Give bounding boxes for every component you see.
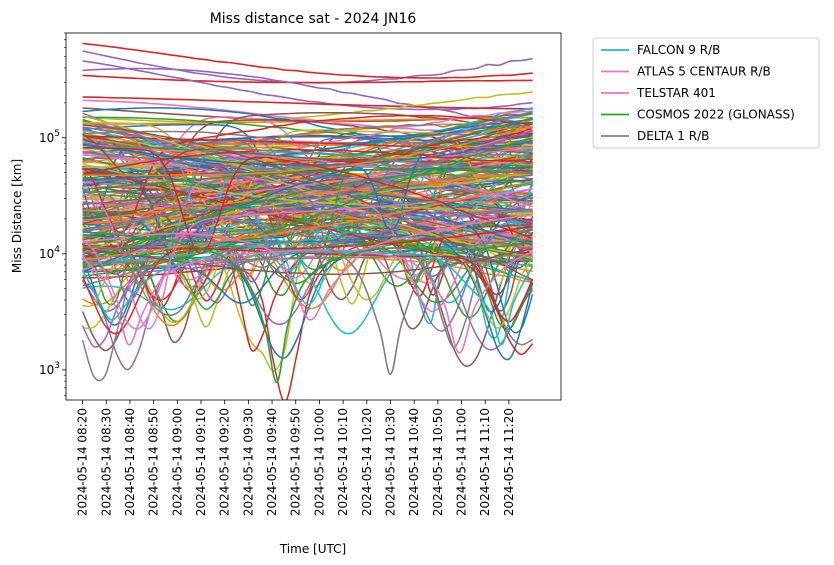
background-line — [82, 140, 533, 166]
background-line — [82, 110, 533, 267]
x-tick-label: 2024-05-14 10:50 — [431, 408, 445, 516]
background-line — [82, 117, 533, 268]
legend-label: ATLAS 5 CENTAUR R/B — [637, 65, 771, 79]
background-line — [82, 123, 533, 197]
background-line — [82, 60, 533, 111]
x-tick-label: 2024-05-14 09:40 — [265, 408, 279, 516]
legend-label: TELSTAR 401 — [636, 86, 716, 100]
x-tick-label: 2024-05-14 09:00 — [170, 408, 184, 516]
x-tick-label: 2024-05-14 10:20 — [360, 408, 374, 516]
background-line — [82, 137, 533, 277]
y-axis-ticks: 103 104 105 — [39, 32, 66, 396]
x-tick-label: 2024-05-14 08:30 — [99, 408, 113, 516]
legend-label: DELTA 1 R/B — [637, 129, 709, 143]
background-line — [82, 148, 533, 176]
background-line — [82, 172, 533, 222]
background-line — [82, 96, 533, 110]
x-tick-label: 2024-05-14 09:20 — [218, 408, 232, 516]
x-tick-label: 2024-05-14 09:30 — [241, 408, 255, 516]
background-line — [81, 117, 533, 266]
background-line — [82, 166, 533, 182]
background-line — [82, 248, 533, 276]
background-line — [82, 125, 533, 177]
background-line — [82, 146, 533, 254]
background-object-lines — [81, 42, 534, 400]
plot-frame — [65, 32, 562, 401]
legend-label: FALCON 9 R/B — [637, 43, 720, 57]
x-tick-label: 2024-05-14 08:20 — [76, 408, 90, 516]
y-tick-label: 104 — [39, 245, 60, 261]
x-tick-label: 2024-05-14 10:10 — [336, 408, 350, 516]
legend-label: COSMOS 2022 (GLONASS) — [637, 108, 795, 122]
x-tick-label: 2024-05-14 10:30 — [384, 408, 398, 516]
background-line — [82, 74, 533, 84]
background-line — [82, 210, 533, 254]
x-axis-ticks: 2024-05-14 08:20 2024-05-14 08:30 2024-05-… — [76, 400, 516, 516]
chart-title: Miss distance sat - 2024 JN16 — [210, 11, 417, 27]
x-axis-label: Time [UTC] — [279, 542, 346, 556]
background-line — [82, 91, 533, 123]
series-line-1 — [82, 249, 533, 354]
x-tick-label: 2024-05-14 10:00 — [312, 408, 326, 516]
background-line — [81, 247, 534, 335]
background-line — [82, 154, 533, 313]
x-tick-label: 2024-05-14 11:10 — [478, 408, 492, 516]
background-line — [82, 156, 533, 232]
x-tick-label: 2024-05-14 08:40 — [123, 408, 137, 516]
background-line — [82, 110, 533, 169]
x-tick-label: 2024-05-14 09:10 — [194, 408, 208, 516]
background-line — [82, 143, 533, 208]
legend-frame — [592, 37, 820, 149]
x-tick-label: 2024-05-14 11:00 — [455, 408, 469, 516]
background-line — [82, 67, 533, 124]
background-line — [82, 225, 533, 250]
background-line — [82, 133, 533, 182]
y-tick-label: 105 — [39, 129, 60, 145]
x-tick-label: 2024-05-14 08:50 — [147, 408, 161, 516]
background-line — [82, 42, 533, 79]
y-tick-label: 103 — [39, 361, 60, 377]
series-line-2 — [82, 213, 533, 321]
y-axis-label: Miss Distance [km] — [10, 159, 24, 273]
background-line — [82, 122, 534, 226]
series-line-4 — [82, 237, 533, 375]
background-line — [82, 132, 533, 260]
background-line — [82, 187, 533, 330]
background-line — [82, 162, 533, 215]
background-line — [82, 182, 533, 265]
highlighted-series-lines — [81, 213, 534, 384]
background-line — [82, 167, 534, 356]
x-tick-label: 2024-05-14 09:50 — [289, 408, 303, 516]
legend: FALCON 9 R/B ATLAS 5 CENTAUR R/B TELSTAR 4… — [592, 37, 820, 149]
background-line — [82, 124, 533, 281]
x-tick-label: 2024-05-14 11:20 — [502, 408, 516, 516]
background-line — [82, 115, 533, 259]
x-tick-label: 2024-05-14 10:40 — [407, 408, 421, 516]
series-line-3 — [82, 230, 533, 384]
